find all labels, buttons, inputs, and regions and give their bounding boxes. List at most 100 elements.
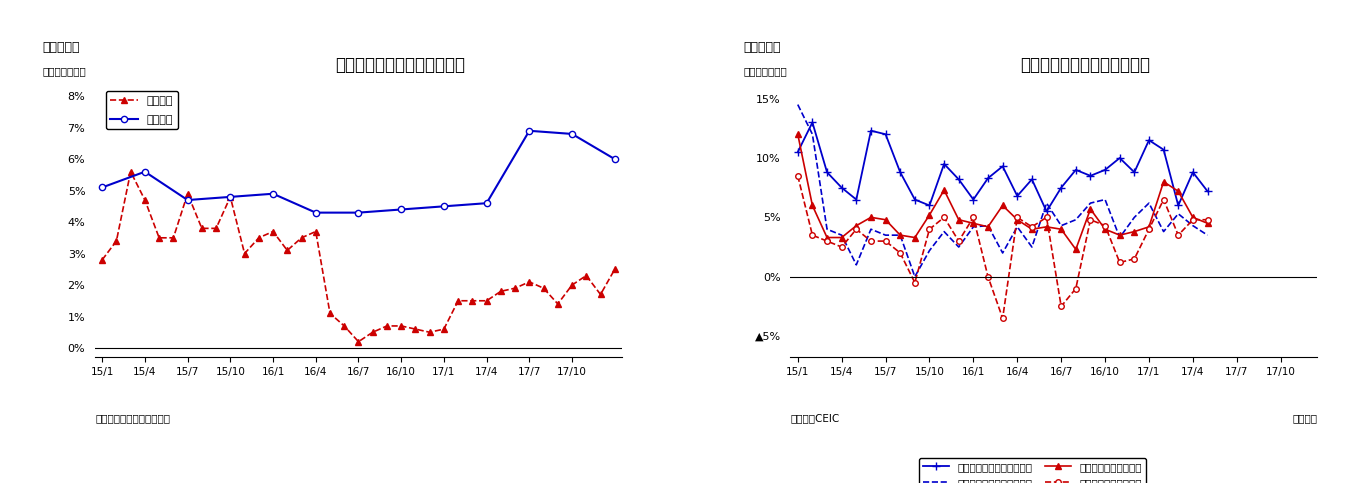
民間給与 bbox=[179, 197, 196, 203]
内需関連（うち建設） bbox=[1184, 214, 1200, 220]
雇用者数 bbox=[535, 285, 551, 291]
内需関連（うち建設） bbox=[892, 232, 909, 238]
内需関連（うち消費） bbox=[1039, 214, 1055, 220]
輸出関連（うち一次産品） bbox=[804, 131, 820, 137]
輸出関連（うち電気電子） bbox=[1171, 202, 1187, 208]
輸出関連（うち電気電子） bbox=[1052, 185, 1069, 191]
内需関連（うち建設） bbox=[1052, 227, 1069, 232]
内需関連（うち建設） bbox=[804, 202, 820, 208]
雇用者数 bbox=[350, 339, 367, 344]
内需関連（うち建設） bbox=[877, 217, 894, 223]
雇用者数 bbox=[280, 247, 296, 253]
雇用者数 bbox=[564, 282, 580, 288]
Line: 雇用者数: 雇用者数 bbox=[99, 169, 618, 345]
輸出関連（うち電気電子） bbox=[877, 131, 894, 137]
民間給与 bbox=[564, 131, 580, 137]
輸出関連（うち一次産品） bbox=[994, 250, 1010, 256]
内需関連（うち建設） bbox=[1141, 224, 1157, 230]
内需関連（うち建設） bbox=[834, 235, 850, 241]
内需関連（うち建設） bbox=[994, 202, 1010, 208]
雇用者数 bbox=[251, 235, 268, 241]
内需関連（うち消費） bbox=[907, 280, 923, 285]
内需関連（うち消費） bbox=[1171, 232, 1187, 238]
輸出関連（うち一次産品） bbox=[1112, 235, 1128, 241]
内需関連（うち建設） bbox=[789, 131, 805, 137]
Line: 内需関連（うち消費）: 内需関連（うち消費） bbox=[794, 173, 1210, 321]
民間給与 bbox=[436, 203, 452, 209]
輸出関連（うち電気電子） bbox=[1082, 173, 1099, 179]
雇用者数 bbox=[449, 298, 466, 304]
内需関連（うち建設） bbox=[1156, 179, 1172, 185]
輸出関連（うち電気電子） bbox=[994, 163, 1010, 169]
輸出関連（うち一次産品） bbox=[819, 227, 835, 232]
輸出関連（うち電気電子） bbox=[892, 170, 909, 175]
輸出関連（うち一次産品） bbox=[1171, 211, 1187, 217]
輸出関連（うち一次産品） bbox=[951, 244, 967, 250]
民間給与 bbox=[350, 210, 367, 215]
雇用者数 bbox=[179, 191, 196, 197]
民間給与 bbox=[478, 200, 494, 206]
輸出関連（うち一次産品） bbox=[1039, 200, 1055, 206]
輸出関連（うち一次産品） bbox=[936, 228, 952, 234]
輸出関連（うち電気電子） bbox=[789, 149, 805, 155]
雇用者数 bbox=[166, 235, 182, 241]
Title: マレーシアの鉱工業生産指数: マレーシアの鉱工業生産指数 bbox=[1020, 57, 1150, 74]
内需関連（うち建設） bbox=[819, 235, 835, 241]
輸出関連（うち電気電子） bbox=[980, 175, 997, 181]
Text: （前年同期比）: （前年同期比） bbox=[42, 66, 86, 76]
Line: 内需関連（うち建設）: 内需関連（うち建設） bbox=[794, 131, 1210, 253]
輸出関連（うち電気電子） bbox=[1156, 147, 1172, 153]
雇用者数 bbox=[265, 228, 281, 234]
内需関連（うち建設） bbox=[966, 220, 982, 226]
輸出関連（うち電気電子） bbox=[834, 185, 850, 191]
雇用者数 bbox=[579, 273, 595, 279]
内需関連（うち消費） bbox=[834, 244, 850, 250]
雇用者数 bbox=[364, 329, 380, 335]
Title: 雇用者数と民間給与の伸び率: 雇用者数と民間給与の伸び率 bbox=[335, 57, 466, 74]
内需関連（うち建設） bbox=[1112, 232, 1128, 238]
内需関連（うち消費） bbox=[1082, 217, 1099, 223]
輸出関連（うち一次産品） bbox=[1141, 200, 1157, 206]
内需関連（うち消費） bbox=[1067, 285, 1084, 291]
雇用者数 bbox=[236, 251, 253, 256]
輸出関連（うち電気電子） bbox=[849, 197, 865, 202]
輸出関連（うち電気電子） bbox=[862, 128, 879, 134]
輸出関連（うち一次産品） bbox=[892, 232, 909, 238]
内需関連（うち消費） bbox=[892, 250, 909, 256]
民間給与 bbox=[521, 128, 538, 134]
Legend: 雇用者数, 民間給与: 雇用者数, 民間給与 bbox=[106, 91, 178, 129]
輸出関連（うち一次産品） bbox=[1097, 197, 1114, 202]
輸出関連（うち一次産品） bbox=[921, 248, 937, 254]
雇用者数 bbox=[607, 267, 623, 272]
内需関連（うち消費） bbox=[966, 214, 982, 220]
雇用者数 bbox=[493, 288, 509, 294]
雇用者数 bbox=[308, 228, 325, 234]
内需関連（うち消費） bbox=[789, 173, 805, 179]
雇用者数 bbox=[379, 323, 395, 329]
雇用者数 bbox=[521, 279, 538, 285]
輸出関連（うち電気電子） bbox=[1184, 170, 1200, 175]
Text: （資料）CEIC: （資料）CEIC bbox=[790, 413, 839, 424]
輸出関連（うち電気電子） bbox=[819, 170, 835, 175]
雇用者数 bbox=[122, 169, 139, 175]
民間給与 bbox=[308, 210, 325, 215]
雇用者数 bbox=[592, 292, 608, 298]
輸出関連（うち一次産品） bbox=[1184, 223, 1200, 228]
Line: 民間給与: 民間給与 bbox=[99, 128, 618, 216]
輸出関連（うち一次産品） bbox=[1199, 232, 1215, 238]
雇用者数 bbox=[194, 226, 210, 231]
雇用者数 bbox=[94, 257, 110, 263]
内需関連（うち消費） bbox=[862, 238, 879, 244]
内需関連（うち建設） bbox=[1097, 227, 1114, 232]
雇用者数 bbox=[550, 301, 566, 307]
内需関連（うち建設） bbox=[936, 187, 952, 193]
内需関連（うち消費） bbox=[951, 238, 967, 244]
民間給与 bbox=[223, 194, 239, 200]
内需関連（うち消費） bbox=[877, 238, 894, 244]
民間給与 bbox=[265, 191, 281, 197]
内需関連（うち消費） bbox=[921, 227, 937, 232]
内需関連（うち消費） bbox=[1141, 227, 1157, 232]
雇用者数 bbox=[151, 235, 167, 241]
内需関連（うち消費） bbox=[1126, 256, 1142, 262]
内需関連（うち消費） bbox=[1184, 217, 1200, 223]
